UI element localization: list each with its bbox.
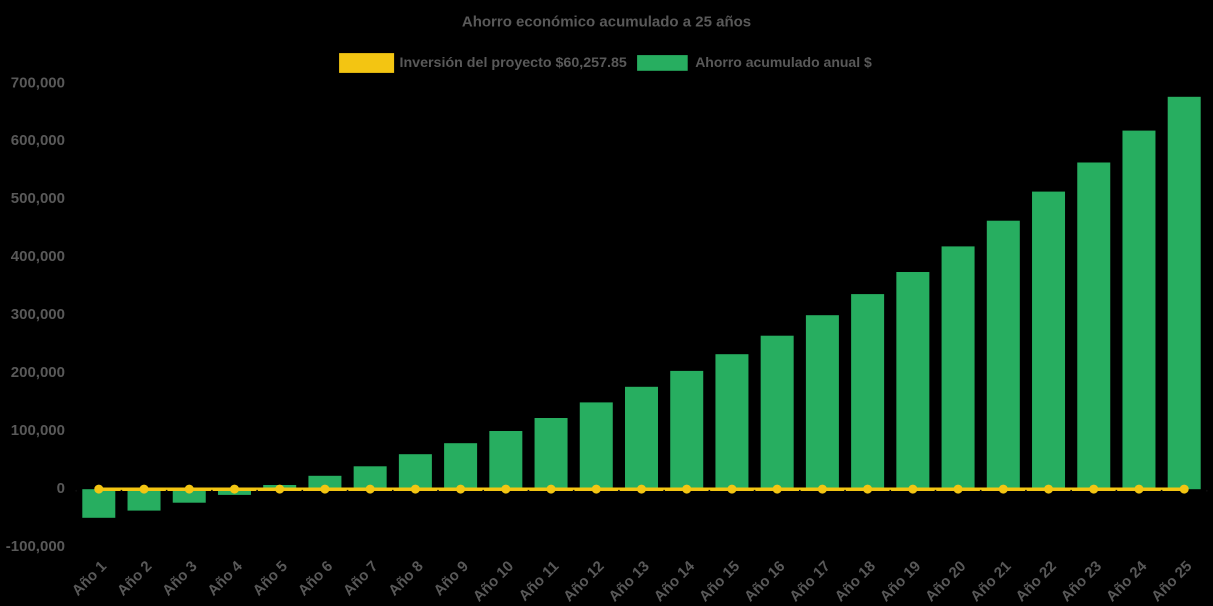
svg-text:Ahorro acumulado anual $: Ahorro acumulado anual $: [695, 54, 872, 70]
svg-text:Inversión del proyecto $60,257: Inversión del proyecto $60,257.85: [400, 55, 627, 71]
svg-text:600,000: 600,000: [11, 132, 65, 149]
svg-text:400,000: 400,000: [11, 248, 65, 265]
svg-text:300,000: 300,000: [11, 306, 65, 323]
svg-text:500,000: 500,000: [11, 190, 65, 207]
svg-text:100,000: 100,000: [11, 422, 65, 439]
svg-text:200,000: 200,000: [11, 364, 65, 381]
svg-text:Ahorro económico acumulado a 2: Ahorro económico acumulado a 25 años: [462, 13, 751, 30]
svg-text:700,000: 700,000: [11, 74, 65, 91]
svg-text:0: 0: [57, 480, 65, 497]
svg-text:-100,000: -100,000: [6, 538, 65, 555]
